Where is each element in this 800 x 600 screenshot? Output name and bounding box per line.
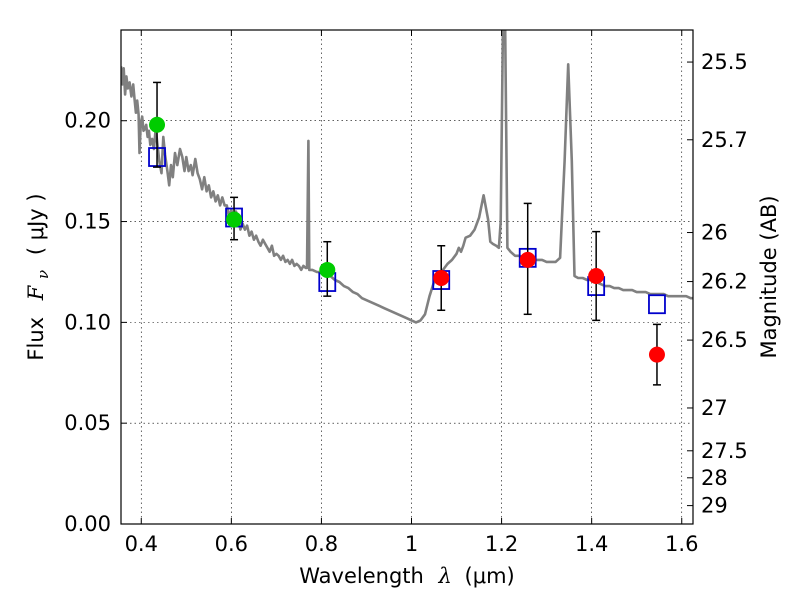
magnitude-tick-label: 29 [701,494,728,518]
magnitude-tick-label: 26.5 [701,328,748,352]
x-tick-label: 0.6 [215,532,248,556]
observed-points [149,116,665,363]
model-spectrum-line [121,30,693,324]
magnitude-tick-label: 25.7 [701,128,748,152]
y-tick-label: 0.10 [64,310,111,334]
x-tick-label: 0.8 [305,532,338,556]
observed-point [433,270,450,287]
observed-point [588,267,605,284]
x-tick-label: 1.2 [485,532,518,556]
x-axis-title: Wavelength λ (μm) [299,564,514,588]
observed-point [648,346,665,363]
model-photometry-square [648,294,666,315]
x-tick-label: 0.4 [125,532,158,556]
observed-point [319,261,336,278]
y-axis-title-prefix: Flux [24,317,48,361]
y-axis-title-subscript: ν [34,270,52,279]
observed-point [149,116,166,133]
x-axis-title-symbol: λ [438,564,452,588]
magnitude-tick-label: 28 [701,466,728,490]
y-tick-label: 0.00 [64,512,111,536]
y-axis-title: Flux F ν ( μJy ) [24,193,53,360]
observed-point [226,211,243,228]
magnitude-tick-label: 25.5 [701,50,748,74]
x-axis-ticks: 0.4 0.6 0.8 1 1.2 1.4 1.6 [125,30,698,556]
x-axis-title-unit: (μm) [465,564,515,588]
magnitude-tick-label: 26.2 [701,270,748,294]
x-axis-title-prefix: Wavelength [299,564,424,588]
right-axis-title: Magnitude (AB) [757,195,781,358]
y-axis-ticks: 0.00 0.05 0.10 0.15 0.20 [64,109,127,536]
y-axis-title-unit: ( μJy ) [24,193,48,255]
model-spectrum [121,30,693,324]
y-tick-label: 0.20 [64,109,111,133]
magnitude-tick-label: 27.5 [701,439,748,463]
x-tick-label: 1 [405,532,418,556]
y-tick-label: 0.05 [64,411,111,435]
x-tick-label: 1.4 [575,532,608,556]
plot-background [121,30,693,524]
y-axis-title-symbol: F [24,284,48,301]
observed-point [519,251,536,268]
magnitude-axis-ticks: 25.5 25.7 26 26.2 26.5 27 27.5 28 29 [687,50,748,518]
magnitude-tick-label: 27 [701,396,728,420]
plot-frame [120,29,694,525]
magnitude-tick-label: 26 [701,221,728,245]
y-tick-label: 0.15 [64,210,111,234]
x-tick-label: 1.6 [665,532,698,556]
